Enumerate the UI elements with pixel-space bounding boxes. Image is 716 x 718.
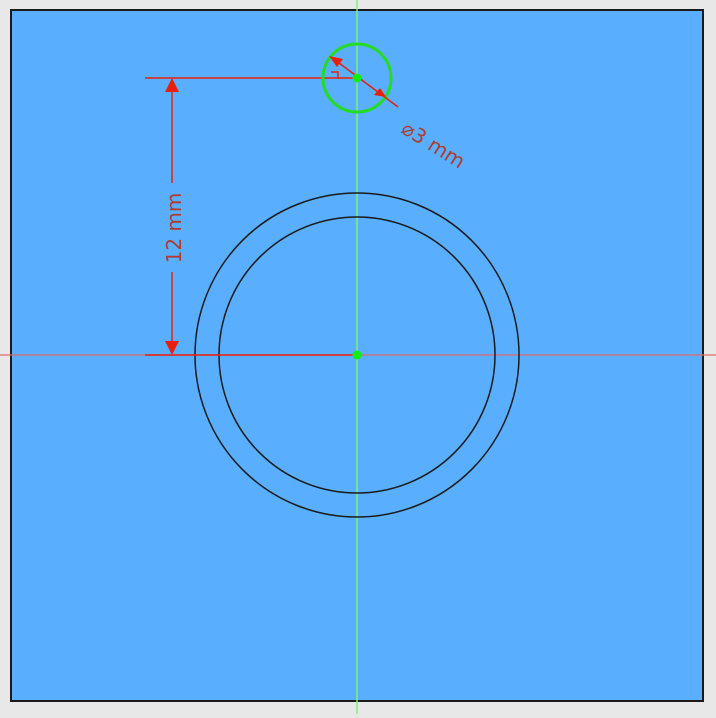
small-circle-center-point[interactable] xyxy=(352,73,362,83)
dimension-arrow-down xyxy=(165,341,179,355)
selected-small-circle[interactable] xyxy=(321,42,393,114)
dimension-arrow-up xyxy=(165,78,179,92)
origin-point[interactable] xyxy=(352,350,362,360)
perpendicular-constraint-icon xyxy=(331,71,339,79)
diameter-arrow-end xyxy=(374,88,386,97)
vertical-dimension-label[interactable]: 12 mm xyxy=(162,193,186,264)
diameter-arrow-start xyxy=(329,56,343,67)
diameter-dimension-line xyxy=(334,59,399,108)
